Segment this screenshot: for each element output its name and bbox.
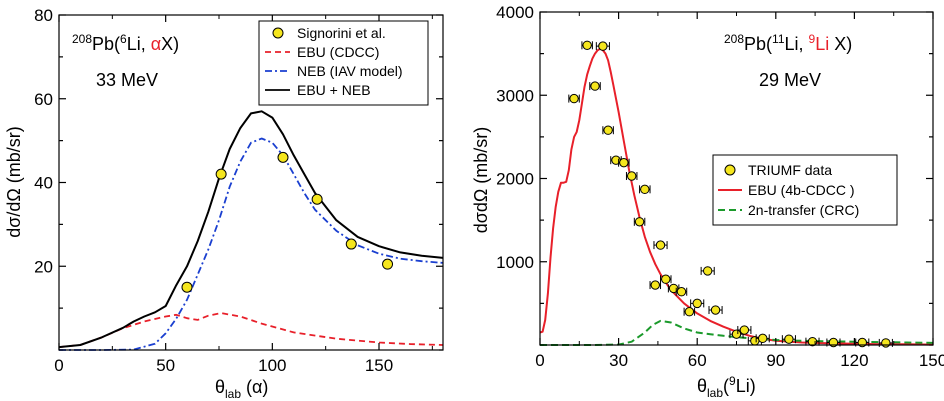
data-point: [582, 40, 592, 50]
data-point: [277, 151, 289, 163]
x-tick-label: 150: [365, 356, 393, 375]
right-legend-box: [712, 154, 898, 226]
data-point: [598, 41, 608, 51]
y-tick-label: 3000: [496, 86, 534, 105]
y-tick-label: 4000: [496, 3, 534, 22]
legend-label-triumf: TRIUMF data: [748, 162, 832, 178]
right-legend: TRIUMF data EBU (4b-CDCC ) 2n-transfer (…: [712, 154, 898, 226]
right-y-axis-label: dσdΩ (mb/sr): [471, 127, 491, 234]
data-point: [661, 274, 671, 284]
data-point: [684, 307, 695, 317]
series-line-3: [58, 110, 444, 349]
left-curves: [58, 110, 444, 351]
legend-label-neb: NEB (IAV model): [297, 63, 403, 79]
right-x-axis-label: θlab(9Li): [697, 374, 756, 400]
y-tick-label: 40: [34, 174, 53, 193]
x-tick-label: 30: [609, 351, 628, 370]
left-reaction-label: 208Pb(6Li, αX): [72, 32, 179, 54]
series-line-2: [540, 319, 934, 346]
data-point: [676, 287, 687, 297]
y-tick-label: 60: [34, 90, 53, 109]
y-tick-label: 20: [34, 257, 53, 276]
left-legend-box: [258, 20, 429, 106]
x-tick-label: 150: [919, 351, 944, 370]
legend-label-ebu-4b: EBU (4b-CDCC ): [748, 182, 855, 198]
data-point: [731, 329, 742, 339]
right-energy-label: 29 MeV: [759, 70, 821, 90]
data-point: [881, 338, 891, 348]
data-point: [627, 171, 637, 181]
data-point: [311, 193, 323, 205]
data-point: [807, 336, 818, 347]
data-point: [345, 238, 357, 250]
y-tick-label: 1000: [496, 253, 534, 272]
data-point: [655, 240, 666, 250]
left-legend: Signorini et al. EBU (CDCC) NEB (IAV mod…: [258, 20, 429, 106]
right-reaction-label: 208Pb(11Li, 9Li X): [724, 32, 852, 54]
data-point: [640, 184, 650, 195]
data-point: [668, 283, 679, 294]
x-tick-label: 100: [258, 356, 286, 375]
data-point: [692, 298, 702, 309]
data-point: [634, 217, 645, 227]
legend-label-ebu: EBU (CDCC): [297, 44, 379, 60]
data-point: [382, 258, 394, 270]
y-tick-label: 2000: [496, 170, 534, 189]
legend-marker-triumf: [724, 164, 736, 176]
data-point: [650, 280, 660, 290]
series-line-2: [59, 137, 444, 351]
x-tick-label: 50: [156, 356, 175, 375]
data-point: [758, 333, 768, 344]
data-point: [215, 168, 227, 180]
data-point: [569, 93, 579, 104]
data-point: [739, 325, 750, 335]
data-point: [702, 266, 713, 276]
y-tick-label: 80: [34, 6, 53, 25]
legend-label-sum: EBU + NEB: [297, 82, 371, 98]
left-y-axis-label: dσ/dΩ (mb/sr): [4, 126, 24, 238]
data-point: [619, 157, 629, 168]
left-x-axis-label: θlab (α): [215, 377, 268, 401]
x-tick-label: 120: [840, 351, 868, 370]
data-point: [590, 81, 600, 91]
left-axis-ticks: 0 50 100 150 20 40 60 80: [34, 6, 443, 375]
x-tick-label: 0: [54, 356, 63, 375]
x-tick-label: 90: [766, 351, 785, 370]
right-axis-ticks: 0 30 60 90 120 150 1000 2000 3000 4000: [496, 3, 944, 370]
legend-label-signorini: Signorini et al.: [297, 25, 386, 41]
x-tick-label: 0: [535, 351, 544, 370]
data-point: [603, 125, 613, 135]
legend-label-2n: 2n-transfer (CRC): [748, 202, 859, 218]
left-energy-label: 33 MeV: [96, 70, 158, 90]
x-tick-label: 60: [688, 351, 707, 370]
legend-marker-signorini: [272, 27, 284, 39]
data-point: [710, 305, 721, 315]
data-point: [784, 334, 794, 344]
right-data-points: [568, 40, 893, 348]
data-point: [181, 281, 193, 293]
right-panel: 0 30 60 90 120 150 1000 2000 3000 4000 208Pb(11Li…: [471, 3, 944, 400]
left-data-points: [181, 151, 394, 293]
